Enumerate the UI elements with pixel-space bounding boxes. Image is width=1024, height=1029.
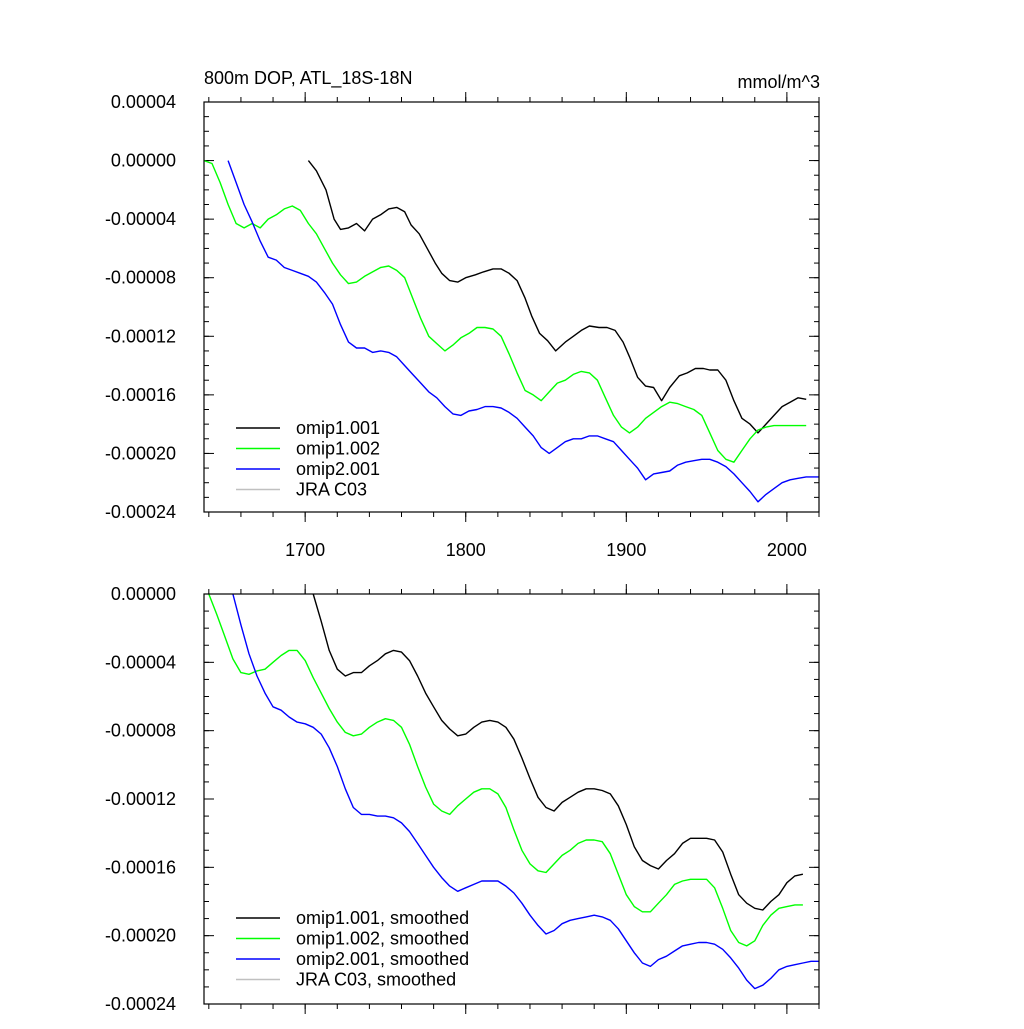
x-tick-label: 2000 bbox=[767, 540, 807, 560]
y-tick-label: -0.00020 bbox=[105, 926, 176, 946]
legend-label: JRA C03, smoothed bbox=[296, 970, 456, 990]
y-tick-label: -0.00020 bbox=[105, 443, 176, 463]
series-line-omip1-001-smoothed bbox=[312, 593, 804, 911]
y-tick-label: 0.00000 bbox=[111, 151, 176, 171]
legend-label: omip1.002, smoothed bbox=[296, 929, 469, 949]
panel-top: 800m DOP, ATL_18S-18N mmol/m^3 0.000040.… bbox=[105, 68, 820, 560]
legend-label: omip1.002 bbox=[296, 439, 380, 459]
y-tick-label: -0.00008 bbox=[105, 268, 176, 288]
y-tick-label: -0.00004 bbox=[105, 652, 176, 672]
legend-label: omip1.001 bbox=[296, 418, 380, 438]
axes-bottom: 0.00000 -0.00004 -0.00008 -0.00012 -0.00016 -… bbox=[105, 584, 820, 1014]
y-tick-label: 0.00004 bbox=[111, 92, 176, 112]
legend-label: JRA C03 bbox=[296, 480, 367, 500]
y-tick-label: -0.00024 bbox=[105, 994, 176, 1014]
series-line-omip1-002 bbox=[203, 159, 807, 463]
axes-top: 0.00004 0.00000 -0.00004 -0.00008 -0.00012 -0… bbox=[105, 92, 820, 560]
legend-label: omip2.001, smoothed bbox=[296, 949, 469, 969]
y-tick-label: -0.00012 bbox=[105, 326, 176, 346]
legend-label: omip2.001 bbox=[296, 459, 380, 479]
series-line-omip1-002-smoothed bbox=[208, 593, 803, 947]
y-tick-label: -0.00004 bbox=[105, 209, 176, 229]
series-line-omip2-001 bbox=[227, 160, 819, 503]
series-line-omip1-001 bbox=[307, 160, 807, 434]
series-line-omip2-001-smoothed bbox=[232, 593, 819, 990]
y-tick-label: 0.00000 bbox=[111, 584, 176, 604]
x-tick-label: 1900 bbox=[606, 540, 646, 560]
series-group-top bbox=[203, 159, 819, 503]
y-tick-label: -0.00024 bbox=[105, 502, 176, 522]
x-tick-label: 1800 bbox=[446, 540, 486, 560]
series-group-bottom bbox=[208, 593, 819, 990]
units-label: mmol/m^3 bbox=[738, 72, 820, 92]
chart-title: 800m DOP, ATL_18S-18N bbox=[204, 68, 412, 89]
plot-frame-top bbox=[203, 101, 820, 513]
panel-bottom: 0.00000 -0.00004 -0.00008 -0.00012 -0.00016 -… bbox=[105, 584, 820, 1014]
x-tick-label: 1700 bbox=[285, 540, 325, 560]
y-tick-label: -0.00016 bbox=[105, 385, 176, 405]
legend-label: omip1.001, smoothed bbox=[296, 908, 469, 928]
y-tick-label: -0.00016 bbox=[105, 857, 176, 877]
y-tick-label: -0.00008 bbox=[105, 721, 176, 741]
plot-frame-bottom bbox=[203, 593, 820, 1005]
y-tick-label: -0.00012 bbox=[105, 789, 176, 809]
